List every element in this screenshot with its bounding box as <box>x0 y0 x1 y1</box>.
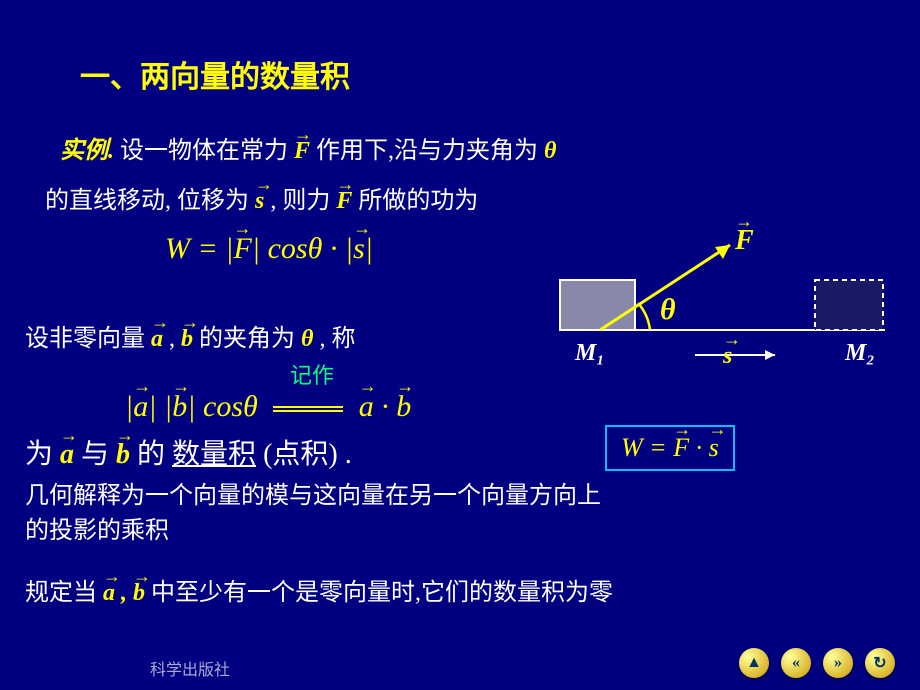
line4-b: 与 <box>81 439 109 470</box>
slide-root: 一、两向量的数量积 实例. 设一物体在常力 F 作用下,沿与力夹角为 θ 的直线… <box>0 0 920 690</box>
line1-text-a: 设一物体在常力 <box>120 138 294 164</box>
nav-next-button[interactable]: » <box>823 648 853 678</box>
line-6: 规定当 a , b 中至少有一个是零向量时,它们的数量积为零 <box>25 572 613 607</box>
vector-b-2: b <box>116 439 130 471</box>
diagram-s-label: s <box>723 343 732 370</box>
section-heading: 一、两向量的数量积 <box>80 52 350 96</box>
theta-3: θ <box>301 326 313 352</box>
line-3: 设非零向量 a , b 的夹角为 θ , 称 <box>25 318 355 353</box>
formula-W1: W = |F| cosθ · |s| <box>165 232 373 266</box>
dianji: (点积) . <box>263 439 352 470</box>
line3-text-b: , <box>169 326 181 352</box>
vector-a: a <box>151 326 163 353</box>
line2-text-a: 的直线移动, 位移为 <box>45 188 255 214</box>
vector-F-2: F <box>336 188 352 215</box>
line6-b: , <box>121 580 133 606</box>
formula-ab: |a| |b| cosθ a · b <box>125 390 411 424</box>
theta-1: θ <box>544 138 556 164</box>
line3-text-c: 的夹角为 <box>199 326 295 352</box>
line4-c: 的 <box>137 439 165 470</box>
vector-F: F <box>294 138 310 165</box>
line-5b: 的投影的乘积 <box>25 510 169 545</box>
line-2: 的直线移动, 位移为 s , 则力 F 所做的功为 <box>45 180 478 215</box>
vector-a-3: a <box>103 580 115 607</box>
vector-a-2: a <box>60 439 74 471</box>
force-diagram: F θ M₁ s M₂ <box>555 225 895 375</box>
line3-text-a: 设非零向量 <box>25 326 145 352</box>
nav-top-button[interactable]: ▲ <box>739 648 769 678</box>
line2-text-b: , 则力 <box>270 188 330 214</box>
dot-product-term: 数量积 <box>172 439 256 470</box>
diagram-F-label: F <box>735 225 754 257</box>
line6-c: 中至少有一个是零向量时,它们的数量积为零 <box>151 580 613 606</box>
line-5: 几何解释为一个向量的模与这向量在另一个向量方向上 <box>25 475 601 510</box>
line6-a: 规定当 <box>25 580 103 606</box>
W-box: W = F · s <box>605 425 735 471</box>
diagram-M1: M₁ <box>575 340 605 367</box>
line-4: 为 a 与 b 的 数量积 (点积) . <box>25 432 352 472</box>
nav-buttons: ▲ « » ↻ <box>739 648 895 678</box>
line1-text-b: 作用下,沿与力夹角为 <box>316 138 538 164</box>
line2-text-c: 所做的功为 <box>358 188 478 214</box>
example-label: 实例. <box>60 138 120 164</box>
vector-s: s <box>255 188 264 215</box>
line-1: 实例. 设一物体在常力 F 作用下,沿与力夹角为 θ <box>60 130 556 165</box>
diagram-theta: θ <box>660 293 676 327</box>
line4-a: 为 <box>25 439 53 470</box>
nav-refresh-button[interactable]: ↻ <box>865 648 895 678</box>
diagram-M2: M₂ <box>845 340 875 367</box>
publisher: 科学出版社 <box>150 656 230 680</box>
vector-b-3: b <box>133 580 145 607</box>
nav-prev-button[interactable]: « <box>781 648 811 678</box>
jizuo-label: 记作 <box>290 358 334 390</box>
line3-text-d: , 称 <box>319 326 355 352</box>
vector-b: b <box>181 326 193 353</box>
